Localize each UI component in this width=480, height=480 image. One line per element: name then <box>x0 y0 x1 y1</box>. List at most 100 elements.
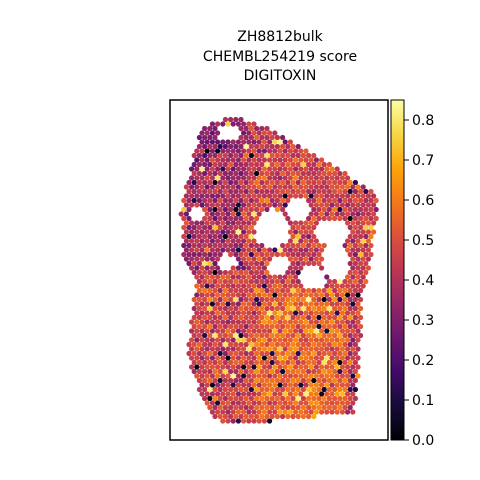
tissue-spot <box>285 296 291 303</box>
tissue-spot <box>298 337 304 343</box>
tissue-spot <box>246 382 252 388</box>
tissue-spot <box>204 202 210 208</box>
tissue-spot <box>298 319 304 325</box>
tissue-spot <box>277 337 283 343</box>
tissue-spot <box>280 377 286 384</box>
tissue-spot <box>350 319 356 325</box>
tissue-spot <box>222 377 228 384</box>
tissue-spot <box>293 148 299 154</box>
tissue-spot <box>358 332 364 339</box>
tissue-spot <box>352 296 358 303</box>
tissue-spot <box>277 373 283 379</box>
tissue-spot <box>222 368 228 375</box>
tissue-spot <box>199 355 205 361</box>
tissue-spot <box>269 134 275 141</box>
tissue-spot <box>209 301 215 307</box>
tissue-spot <box>241 355 247 361</box>
tissue-spot <box>269 152 275 159</box>
tissue-spot <box>365 238 371 244</box>
tissue-spot <box>248 359 254 366</box>
tissue-spot <box>326 404 332 411</box>
tissue-spot <box>225 328 231 334</box>
tissue-spot <box>306 188 312 195</box>
tissue-spot <box>308 166 314 172</box>
tissue-spot <box>217 341 223 348</box>
tissue-spot <box>300 188 306 195</box>
tissue-spot <box>264 377 270 384</box>
tissue-spot <box>256 337 262 343</box>
tissue-spot <box>298 364 304 370</box>
tissue-spot <box>259 296 265 303</box>
tissue-spot <box>230 265 236 271</box>
tissue-spot <box>199 220 205 226</box>
tissue-spot <box>332 332 338 339</box>
tissue-spot <box>272 400 278 406</box>
tissue-spot <box>217 395 223 402</box>
tissue-spot <box>311 386 317 393</box>
tissue-spot <box>274 206 280 213</box>
tissue-spot <box>287 373 293 379</box>
tissue-spot <box>290 413 296 420</box>
tissue-spot <box>264 386 270 393</box>
tissue-spot <box>313 193 319 199</box>
tissue-spot <box>321 359 327 366</box>
tissue-spot <box>280 143 286 150</box>
tissue-spot <box>306 161 312 168</box>
tissue-spot <box>228 413 234 420</box>
tissue-spot <box>350 238 356 244</box>
tissue-spot <box>272 310 278 316</box>
tissue-spot <box>228 197 234 204</box>
tissue-spot <box>186 206 192 213</box>
tissue-spot <box>217 269 223 276</box>
tissue-spot <box>321 395 327 402</box>
tissue-spot <box>235 166 241 172</box>
tissue-spot <box>363 260 369 267</box>
tissue-spot <box>267 328 273 334</box>
tissue-spot <box>350 247 356 253</box>
tissue-spot <box>235 175 241 181</box>
tissue-spot <box>303 175 309 181</box>
tissue-spot <box>194 220 200 226</box>
tissue-spot <box>274 188 280 195</box>
tissue-spot <box>204 247 210 253</box>
tissue-spot <box>280 242 286 249</box>
tissue-spot <box>287 166 293 172</box>
tissue-spot <box>212 242 218 249</box>
tissue-spot <box>248 368 254 375</box>
tissue-spot <box>233 395 239 402</box>
tissue-spot <box>220 166 226 172</box>
tissue-spot <box>259 305 265 312</box>
tissue-spot <box>358 314 364 321</box>
tissue-spot <box>191 269 197 276</box>
tissue-spot <box>251 229 257 235</box>
tissue-spot <box>326 386 332 393</box>
tissue-spot <box>220 382 226 388</box>
tissue-spot <box>254 332 260 339</box>
tissue-spot <box>347 251 353 258</box>
tissue-spot <box>295 179 301 186</box>
tissue-spot <box>241 184 247 190</box>
tissue-spot <box>230 166 236 172</box>
tissue-spot <box>186 350 192 357</box>
tissue-spot <box>324 301 330 307</box>
tissue-spot <box>254 413 260 420</box>
tissue-spot <box>277 157 283 163</box>
tissue-spot <box>230 148 236 154</box>
tissue-spot <box>334 382 340 388</box>
tissue-spot <box>267 346 273 352</box>
tissue-spot <box>207 305 213 312</box>
tissue-spot <box>217 296 223 303</box>
tissue-spot <box>251 391 257 397</box>
tissue-spot <box>311 341 317 348</box>
tissue-spot <box>352 323 358 330</box>
tissue-spot <box>264 251 270 258</box>
tissue-spot <box>225 400 231 406</box>
tissue-spot <box>308 184 314 190</box>
tissue-spot <box>347 269 353 276</box>
tissue-spot <box>360 265 366 271</box>
tissue-spot <box>373 197 379 204</box>
tissue-spot <box>365 229 371 235</box>
tissue-spot <box>329 346 335 352</box>
tissue-spot <box>230 175 236 181</box>
tissue-spot <box>209 211 215 217</box>
